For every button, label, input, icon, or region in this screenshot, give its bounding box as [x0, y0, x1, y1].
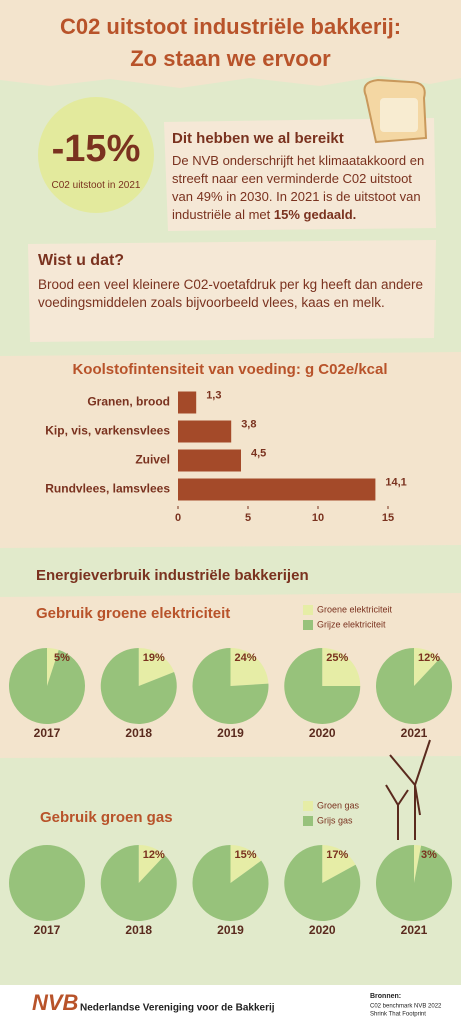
- year-label: 2018: [125, 726, 152, 740]
- pie-slice: [375, 648, 452, 725]
- logo: NVB: [32, 990, 79, 1015]
- pie-slice: [414, 845, 422, 883]
- pie-slice: [100, 648, 177, 725]
- header-band: [0, 0, 461, 88]
- did-you-know-text: Brood een veel kleinere C02-voetafdruk p…: [38, 277, 424, 310]
- year-label: 2019: [217, 923, 244, 937]
- highlight-circle: [38, 97, 154, 213]
- bread-icon: [363, 78, 428, 144]
- value-label: 12%: [143, 849, 165, 861]
- pie-slice: [284, 648, 361, 724]
- legend-label: Groene elektriciteit: [317, 604, 393, 614]
- bold-text: 15% gedaald.: [273, 207, 357, 222]
- year-label: 2021: [401, 726, 428, 740]
- value-label: 15%: [234, 849, 256, 861]
- x-tick-label: 15: [382, 512, 394, 524]
- source: C02 benchmark NVB 2022: [370, 1004, 442, 1010]
- year-label: 2019: [217, 726, 244, 740]
- pie-slice: [322, 648, 361, 686]
- legend-swatch: [303, 801, 313, 811]
- pie-slice: [322, 845, 356, 883]
- value-label: 3%: [421, 849, 437, 861]
- did-you-know-heading: Wist u dat?: [38, 252, 125, 269]
- pie-slice: [230, 648, 269, 686]
- pie-slice: [376, 845, 453, 922]
- section-title: Energieverbruik industriële bakkerijen: [36, 567, 309, 584]
- category-label: Zuivel: [135, 453, 170, 467]
- category-label: Kip, vis, varkensvlees: [45, 424, 170, 438]
- year-label: 2020: [309, 726, 336, 740]
- bar-title: Koolstofintensiteit van voeding: g C02e/…: [72, 361, 387, 378]
- value-label: 4,5: [251, 447, 266, 459]
- x-tick-label: 10: [312, 512, 324, 524]
- value-label: 24%: [234, 652, 256, 664]
- achieved-text: De NVB onderschrijft het klimaatakkoord …: [172, 152, 428, 224]
- year-label: 2020: [309, 923, 336, 937]
- highlight-value: -15%: [51, 128, 141, 170]
- x-tick-label: 0: [175, 512, 181, 524]
- value-label: 14,1: [385, 476, 406, 488]
- legend-label: Groen gas: [317, 800, 360, 810]
- pie-title: Gebruik groene elektriciteit: [36, 605, 230, 622]
- year-label: 2017: [34, 923, 61, 937]
- bar: [178, 420, 232, 443]
- legend-swatch: [303, 605, 313, 615]
- pie-slice: [192, 648, 269, 724]
- achieved-box: [164, 118, 436, 231]
- source: Shrink That Footprint: [370, 1012, 426, 1018]
- value-label: 17%: [326, 849, 348, 861]
- text: De NVB onderschrijft het klimaatakkoord …: [172, 153, 425, 222]
- pie-slice: [138, 648, 175, 686]
- legend-swatch: [303, 620, 313, 630]
- achieved-heading: Dit hebben we al bereikt: [172, 130, 344, 147]
- highlight-caption: C02 uitstoot in 2021: [51, 180, 141, 191]
- pie-slice: [284, 845, 361, 922]
- pie-title: Gebruik groen gas: [40, 809, 173, 826]
- pie-slice: [100, 845, 177, 922]
- x-tick-label: 5: [245, 512, 251, 524]
- year-label: 2017: [34, 726, 61, 740]
- footer-band: [0, 985, 461, 1024]
- pie-slice: [138, 845, 165, 883]
- legend-label: Grijs gas: [317, 815, 353, 825]
- pie-slice: [47, 648, 59, 686]
- value-label: 3,8: [241, 418, 256, 430]
- year-label: 2021: [401, 923, 428, 937]
- category-label: Granen, brood: [87, 395, 170, 409]
- sources-heading: Bronnen:: [370, 993, 401, 1000]
- pie-slice: [192, 845, 269, 922]
- bar: [178, 478, 376, 501]
- value-label: 1,3: [206, 389, 221, 401]
- did-you-know-box: [28, 240, 436, 342]
- value-label: 25%: [326, 652, 348, 664]
- legend-swatch: [303, 816, 313, 826]
- value-label: 5%: [54, 652, 70, 664]
- pie-slice: [8, 648, 85, 724]
- year-label: 2018: [125, 923, 152, 937]
- title: C02 uitstoot industriële bakkerij:: [59, 14, 402, 39]
- legend-label: Grijze elektriciteit: [317, 619, 386, 629]
- pie-slice: [414, 648, 441, 686]
- bar: [178, 449, 241, 472]
- category-label: Rundvlees, lamsvlees: [45, 482, 170, 496]
- organization: Nederlandse Vereniging voor de Bakkerij: [80, 1003, 275, 1014]
- pie-slice: [230, 845, 262, 883]
- wind-turbines: [385, 739, 431, 840]
- value-label: 12%: [418, 652, 440, 664]
- value-label: 19%: [143, 652, 165, 664]
- pie-slice: [9, 845, 85, 921]
- title: Zo staan we ervoor: [130, 46, 331, 71]
- bar: [178, 391, 197, 414]
